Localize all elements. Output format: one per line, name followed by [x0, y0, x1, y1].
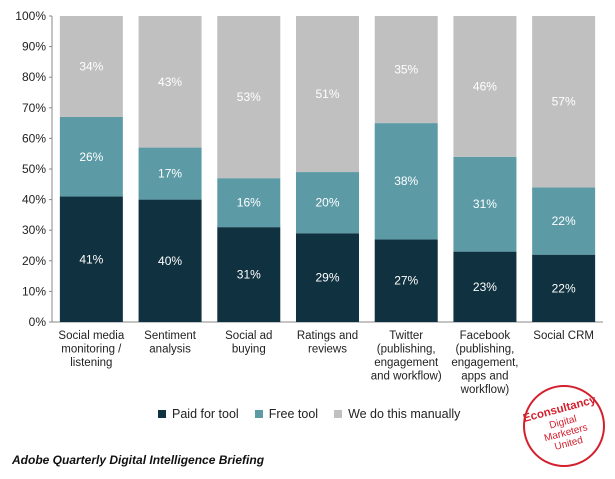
bar-segment-free-tool — [296, 172, 359, 234]
x-category-label: Ratings and reviews — [297, 330, 358, 356]
y-tick-label: 90% — [22, 40, 46, 54]
bar-segment-paid-for-tool — [138, 199, 202, 322]
bar-segment-paid-for-tool — [453, 251, 517, 322]
bar-segment-paid-for-tool — [296, 233, 359, 322]
bar-segment-we-do-this-manually — [374, 16, 438, 124]
legend-label: Free tool — [268, 407, 319, 421]
data-label: 53% — [237, 90, 261, 104]
bar-segment-we-do-this-manually — [59, 16, 123, 117]
data-label: 31% — [473, 197, 497, 211]
data-label: 22% — [552, 281, 576, 295]
y-tick-label: 60% — [22, 131, 46, 145]
bar-segment-free-tool — [453, 156, 517, 252]
bar-segment-free-tool — [138, 147, 202, 200]
bar-segment-paid-for-tool — [59, 196, 123, 322]
legend-item: We do this manually — [334, 407, 460, 421]
data-label: 20% — [315, 196, 339, 210]
y-tick-label: 40% — [22, 193, 46, 207]
source-caption: Adobe Quarterly Digital Intelligence Bri… — [12, 453, 265, 467]
legend-swatch — [254, 410, 263, 418]
bar-segment-free-tool — [217, 178, 281, 228]
bar-segment-we-do-this-manually — [217, 16, 281, 179]
x-category-label: Sentiment analysis — [144, 330, 197, 356]
econsultancy-stamp-logo: Econsultancy Digital Marketers United — [522, 385, 605, 467]
data-label: 29% — [315, 271, 339, 285]
data-label: 17% — [158, 167, 182, 181]
y-tick-label: 100% — [15, 9, 46, 23]
legend-label: We do this manually — [348, 407, 461, 421]
bar-segment-we-do-this-manually — [532, 16, 596, 188]
bars: 41% 26% 34% 40% 17% 43% 31% 16% 53% 29% 20% 51% 27% 3… — [59, 16, 596, 322]
legend-swatch — [334, 410, 343, 418]
y-tick-label: 70% — [22, 101, 46, 115]
data-label: 35% — [394, 63, 418, 77]
y-tick-label: 10% — [22, 284, 46, 298]
bar-segment-paid-for-tool — [532, 254, 596, 322]
data-label: 31% — [237, 268, 261, 282]
y-tick-label: 50% — [22, 162, 46, 176]
bar-segment-we-do-this-manually — [138, 16, 202, 148]
data-label: 57% — [552, 95, 576, 109]
y-tick-label: 30% — [22, 223, 46, 237]
x-category-label: Social media monitoring / listening — [58, 330, 124, 369]
data-label: 40% — [158, 254, 182, 268]
data-label: 41% — [79, 252, 103, 266]
legend-swatch — [158, 410, 166, 418]
legend: Paid for tool Free tool We do this manuall… — [158, 407, 460, 421]
bar-segment-free-tool — [59, 116, 123, 197]
y-tick-label: 80% — [22, 70, 46, 84]
x-category-label: Social CRM — [533, 330, 594, 342]
data-label: 22% — [552, 214, 576, 228]
data-label: 16% — [237, 196, 261, 210]
data-label: 27% — [394, 274, 418, 288]
data-label: 38% — [394, 174, 418, 188]
y-tick-label: 20% — [22, 254, 46, 268]
bar-segment-free-tool — [532, 187, 596, 255]
data-label: 46% — [473, 79, 497, 93]
x-category-label: Social ad buying — [225, 330, 272, 356]
bar-segment-free-tool — [374, 123, 438, 240]
legend-label: Paid for tool — [172, 407, 239, 421]
data-label: 34% — [79, 59, 103, 73]
bar-segment-paid-for-tool — [374, 239, 438, 322]
data-label: 23% — [473, 280, 497, 294]
bar-segment-we-do-this-manually — [453, 16, 517, 157]
x-axis-categories: Social media monitoring / listening Sentime… — [58, 330, 594, 396]
data-label: 43% — [158, 75, 182, 89]
x-category-label: Facebook (publishing, engagement, apps and w… — [451, 330, 518, 396]
data-label: 51% — [315, 87, 339, 101]
legend-item: Free tool — [254, 407, 319, 421]
stacked-bar-chart: 0% 10% 20% 30% 40% 50% 60% 70% 80% 90% 100% 41% 26%… — [15, 9, 603, 396]
legend-item: Paid for tool — [158, 407, 239, 421]
y-tick-label: 0% — [29, 315, 47, 329]
data-label: 26% — [79, 150, 103, 164]
bar-segment-we-do-this-manually — [296, 16, 359, 173]
bar-segment-paid-for-tool — [217, 227, 281, 322]
x-category-label: Twitter (publishing, engagement and workflo… — [371, 330, 442, 383]
